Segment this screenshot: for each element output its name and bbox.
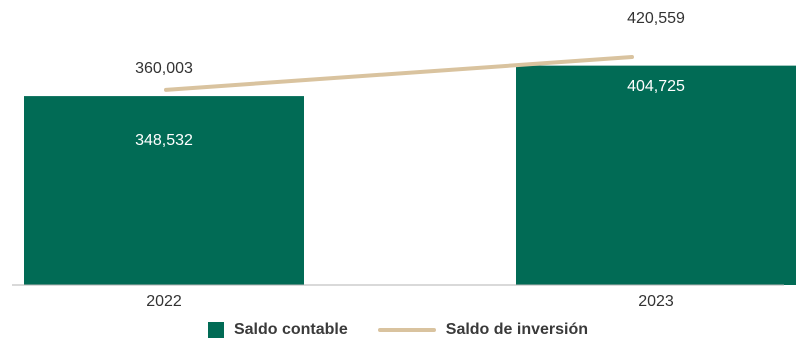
legend-label-saldo-de-inversion: Saldo de inversión	[445, 321, 589, 338]
legend-item-saldo-contable: Saldo contable	[207, 321, 348, 339]
bar-2023	[516, 65, 796, 285]
line-value-label: 360,003	[135, 60, 193, 77]
line-value-label: 420,559	[627, 10, 685, 27]
bars-layer	[24, 65, 796, 285]
bar-value-label: 348,532	[135, 132, 193, 149]
line-layer	[164, 55, 634, 92]
bar-2022	[24, 96, 304, 285]
legend-swatch-bar	[207, 322, 224, 338]
line-saldo-de-inversion	[164, 55, 634, 92]
labels-layer: 360,003 420,559 348,532 404,725	[135, 10, 685, 149]
x-tick-label: 2022	[146, 293, 182, 310]
legend-label-saldo-contable: Saldo contable	[233, 321, 348, 338]
ticks-layer: 2022 2023	[146, 293, 674, 310]
x-tick-label: 2023	[638, 293, 674, 310]
legend-item-saldo-de-inversion: Saldo de inversión	[377, 321, 589, 339]
bar-value-label: 404,725	[627, 78, 685, 95]
legend: Saldo contable Saldo de inversión	[0, 317, 796, 343]
legend-swatch-line	[377, 328, 436, 332]
